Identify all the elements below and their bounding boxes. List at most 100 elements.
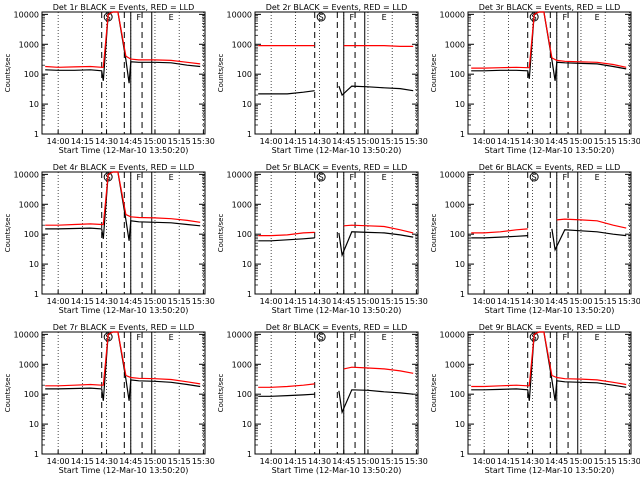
y-tick-label: 10 <box>29 420 39 429</box>
annotation-label: S <box>319 173 324 182</box>
plot-frame <box>41 11 206 135</box>
y-tick-label: 1000 <box>445 360 465 369</box>
x-tick-label: 14:15 <box>497 457 520 466</box>
y-axis-label: Counts/sec <box>217 374 225 413</box>
x-tick-label: 14:45 <box>545 457 568 466</box>
x-tick-label: 14:00 <box>260 297 283 306</box>
x-tick-label: 15:00 <box>143 297 166 306</box>
annotation-circle <box>316 12 326 22</box>
x-axis-label: Start Time (12-Mar-10 13:50:20) <box>59 306 189 315</box>
annotation-label: F <box>350 13 355 22</box>
y-tick-label: 1 <box>247 290 252 299</box>
y-tick-label: 1 <box>460 450 465 459</box>
x-tick-label: 15:30 <box>405 297 428 306</box>
y-tick-label: 1000 <box>445 200 465 209</box>
chart-title: Det 8r BLACK = Events, RED = LLD <box>266 323 408 332</box>
y-tick-label: 10 <box>242 100 252 109</box>
x-tick-label: 14:15 <box>71 137 94 146</box>
annotation-label: F <box>350 333 355 342</box>
x-axis-label: Start Time (12-Mar-10 13:50:20) <box>272 306 402 315</box>
annotation-label: E <box>595 13 600 22</box>
plot-frame <box>41 171 206 295</box>
y-tick-label: 10 <box>455 100 465 109</box>
x-tick-label: 14:15 <box>284 457 307 466</box>
y-axis-label: Counts/sec <box>430 214 438 253</box>
x-tick-label: 14:15 <box>71 457 94 466</box>
annotation-label: E <box>595 173 600 182</box>
y-tick-label: 10000 <box>14 170 39 179</box>
series-line-red <box>471 331 627 388</box>
y-tick-label: 100 <box>237 230 252 239</box>
y-tick-label: 1 <box>34 130 39 139</box>
y-tick-label: 1000 <box>232 360 252 369</box>
y-tick-label: 10 <box>455 420 465 429</box>
x-tick-label: 14:15 <box>71 297 94 306</box>
annotation-circle <box>316 172 326 182</box>
x-tick-label: 15:30 <box>192 297 215 306</box>
series-line-black <box>45 11 201 84</box>
x-tick-label: 14:15 <box>284 297 307 306</box>
annotation-label: F <box>137 333 142 342</box>
x-tick-label: 14:30 <box>95 457 118 466</box>
y-tick-label: 100 <box>450 230 465 239</box>
y-tick-label: 10 <box>455 260 465 269</box>
plot-frame <box>467 11 632 135</box>
y-tick-label: 10000 <box>440 170 465 179</box>
series-line-red <box>471 218 627 234</box>
x-tick-label: 14:15 <box>497 297 520 306</box>
plot-frame <box>254 331 419 455</box>
y-tick-label: 100 <box>237 390 252 399</box>
series-line-black <box>258 231 414 258</box>
x-tick-label: 14:15 <box>497 137 520 146</box>
x-axis-label: Start Time (12-Mar-10 13:50:20) <box>59 466 189 475</box>
y-tick-label: 1 <box>247 450 252 459</box>
y-tick-label: 100 <box>24 390 39 399</box>
x-tick-label: 15:30 <box>405 457 428 466</box>
x-tick-label: 14:30 <box>308 457 331 466</box>
y-tick-label: 10000 <box>440 10 465 19</box>
annotation-label: S <box>532 173 537 182</box>
x-axis-label: Start Time (12-Mar-10 13:50:20) <box>59 146 189 155</box>
series-line-black <box>471 11 627 81</box>
x-tick-label: 14:45 <box>545 137 568 146</box>
plot-frame <box>254 11 419 135</box>
x-tick-label: 15:30 <box>618 137 640 146</box>
x-tick-label: 15:30 <box>405 137 428 146</box>
y-tick-label: 1 <box>460 290 465 299</box>
series-line-black <box>471 331 627 401</box>
x-tick-label: 14:00 <box>473 457 496 466</box>
x-tick-label: 15:00 <box>143 457 166 466</box>
x-tick-label: 15:00 <box>569 297 592 306</box>
series-line-red <box>258 45 414 47</box>
plot-frame <box>467 171 632 295</box>
series-line-black <box>45 171 201 241</box>
x-tick-label: 15:00 <box>356 297 379 306</box>
y-tick-label: 1000 <box>19 200 39 209</box>
x-tick-label: 15:00 <box>356 137 379 146</box>
series-line-red <box>258 366 414 388</box>
x-tick-label: 14:00 <box>47 137 70 146</box>
annotation-label: S <box>319 13 324 22</box>
x-tick-label: 14:30 <box>521 137 544 146</box>
chart-title: Det 3r BLACK = Events, RED = LLD <box>479 3 621 12</box>
series-line-red <box>45 171 201 226</box>
series-line-black <box>258 389 414 415</box>
series-line-black <box>471 228 627 252</box>
y-tick-label: 100 <box>237 70 252 79</box>
y-tick-label: 1000 <box>232 40 252 49</box>
x-tick-label: 14:15 <box>284 137 307 146</box>
x-tick-label: 14:45 <box>332 297 355 306</box>
y-tick-label: 10000 <box>14 330 39 339</box>
x-tick-label: 15:15 <box>381 137 404 146</box>
y-tick-label: 10000 <box>440 330 465 339</box>
x-tick-label: 14:45 <box>332 457 355 466</box>
annotation-label: E <box>595 333 600 342</box>
series-line-red <box>471 11 627 69</box>
x-tick-label: 14:00 <box>473 137 496 146</box>
